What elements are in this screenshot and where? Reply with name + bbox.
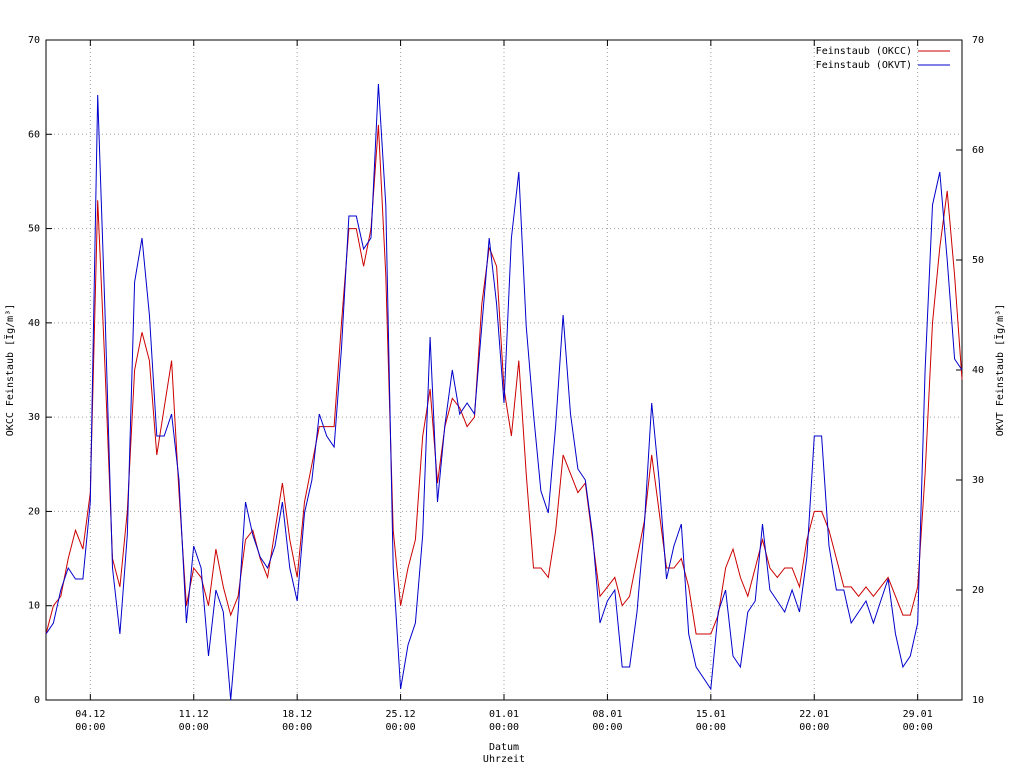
- x-tick-label: 00:00: [489, 722, 519, 733]
- series-line: [45, 124, 963, 635]
- y2-tick-label: 40: [972, 365, 984, 376]
- y2-tick-label: 30: [972, 475, 984, 486]
- y-tick-label: 50: [28, 224, 40, 235]
- x-tick-label: 04.12: [75, 709, 105, 720]
- y-tick-label: 70: [28, 35, 40, 46]
- y-tick-label: 40: [28, 318, 40, 329]
- x-tick-label: 15.01: [696, 709, 726, 720]
- series-line: [45, 83, 963, 701]
- x-tick-label: 00:00: [75, 722, 105, 733]
- y2-axis-label: OKVT Feinstaub [Ïg/m³]: [993, 304, 1006, 436]
- y2-tick-label: 10: [972, 695, 984, 706]
- x-tick-label: 00:00: [179, 722, 209, 733]
- x-tick-label: 00:00: [386, 722, 416, 733]
- x-tick-label: 00:00: [903, 722, 933, 733]
- x-tick-label: 00:00: [696, 722, 726, 733]
- x-axis-label: Uhrzeit: [483, 754, 525, 765]
- x-tick-label: 01.01: [489, 709, 519, 720]
- x-tick-label: 11.12: [179, 709, 209, 720]
- x-tick-label: 08.01: [592, 709, 622, 720]
- x-tick-label: 00:00: [799, 722, 829, 733]
- y-tick-label: 20: [28, 506, 40, 517]
- y2-tick-label: 70: [972, 35, 984, 46]
- y-tick-label: 30: [28, 412, 40, 423]
- x-tick-label: 22.01: [799, 709, 829, 720]
- y2-tick-label: 50: [972, 255, 984, 266]
- y2-tick-label: 20: [972, 585, 984, 596]
- x-tick-label: 25.12: [386, 709, 416, 720]
- legend-label: Feinstaub (OKCC): [816, 46, 912, 57]
- y-tick-label: 10: [28, 601, 40, 612]
- y2-tick-label: 60: [972, 145, 984, 156]
- x-axis-label: Datum: [489, 742, 519, 753]
- x-tick-label: 18.12: [282, 709, 312, 720]
- legend-label: Feinstaub (OKVT): [816, 60, 912, 71]
- y-tick-label: 60: [28, 129, 40, 140]
- x-tick-label: 29.01: [903, 709, 933, 720]
- y-tick-label: 0: [34, 695, 40, 706]
- x-tick-label: 00:00: [282, 722, 312, 733]
- y-axis-label: OKCC Feinstaub [Ïg/m³]: [3, 304, 16, 436]
- x-tick-label: 00:00: [592, 722, 622, 733]
